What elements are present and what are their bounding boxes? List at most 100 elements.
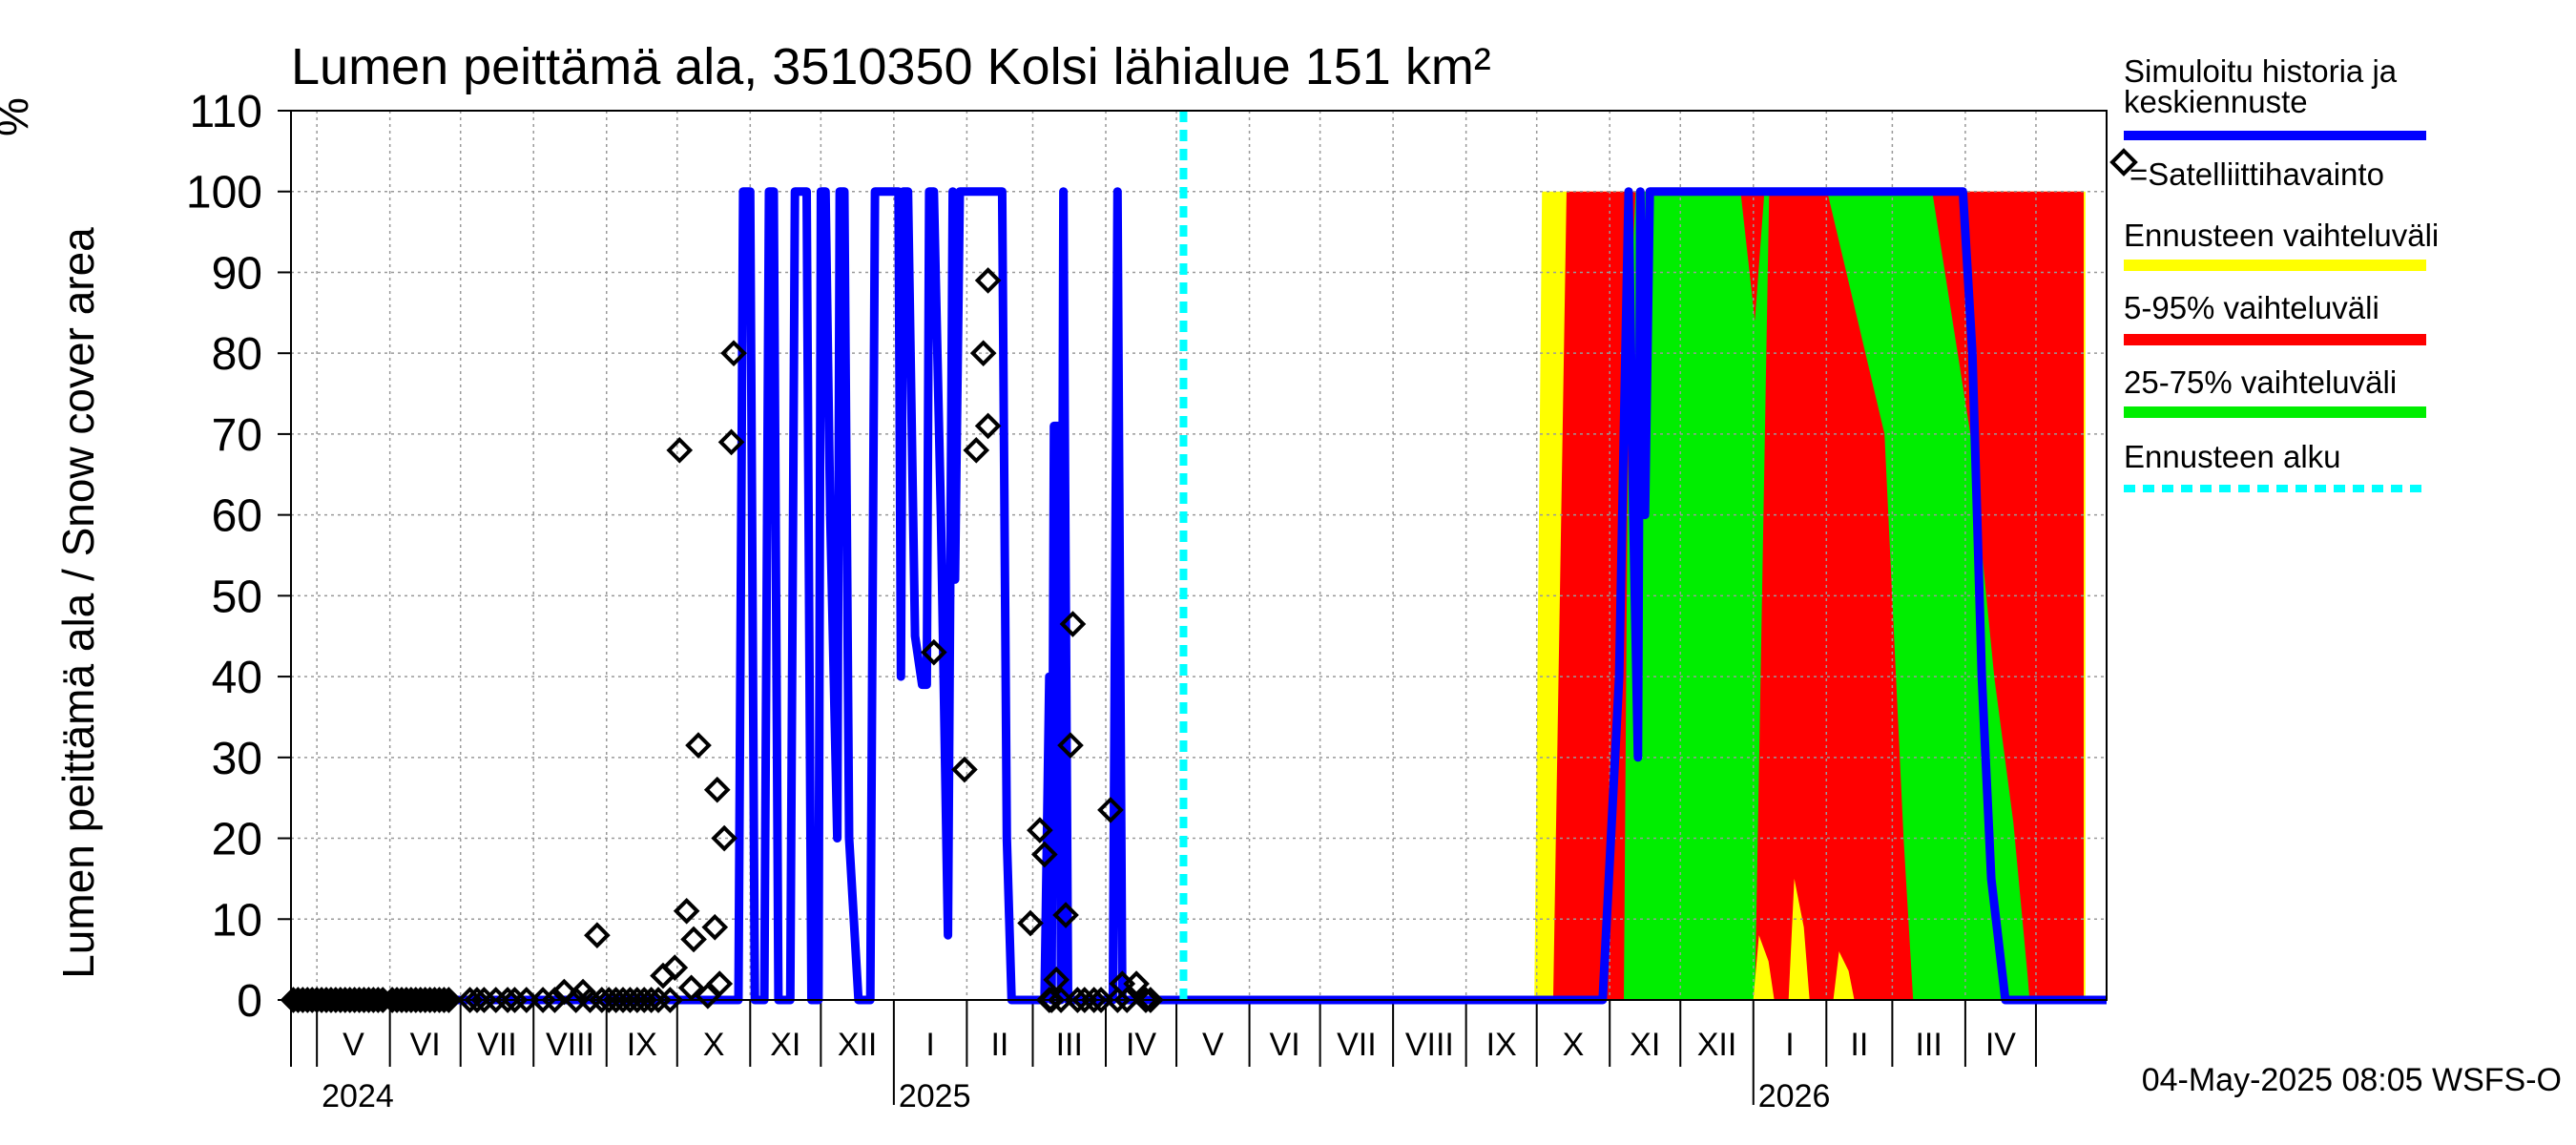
yellow-spike [1788,878,1810,1000]
observation-point [584,922,611,949]
observation-point [541,987,569,1013]
y-unit-label: % [0,97,37,136]
y-tick-label: 90 [212,248,262,299]
month-label: IX [1486,1027,1517,1063]
y-tick-label: 10 [212,895,262,946]
month-labels: V VI VII VIII IX X XI XII I II III IV V VI VII VIII IX X X… [343,1027,2016,1063]
observation-point [703,776,731,803]
observation-point [963,437,990,464]
y-tick-label: 30 [212,734,262,784]
legend-label: keskiennuste [2124,84,2308,119]
month-label: II [1850,1027,1868,1063]
observation-point [1043,966,1070,993]
month-label: V [343,1027,364,1063]
month-label: VII [1337,1027,1377,1063]
observation-point [1017,909,1044,937]
observation-point [1097,797,1124,823]
observation-point [435,987,463,1013]
month-label: VII [477,1027,517,1063]
observation-point [969,340,997,367]
observation-point [661,954,689,981]
y-axis-label: Lumen peittämä ala / Snow cover area [53,227,103,979]
month-label: IX [627,1027,657,1063]
y-axis-ticks: 0 10 20 30 40 50 60 70 80 90 100 110 [186,87,291,1027]
month-label: X [1563,1027,1585,1063]
month-separators [290,1000,2037,1105]
y-tick-label: 0 [237,976,262,1027]
y-tick-label: 60 [212,491,262,542]
observation-point [464,987,490,1013]
month-label: X [703,1027,725,1063]
observation-point [706,970,734,997]
year-label: 2026 [1758,1078,1831,1114]
observation-point [717,428,745,456]
year-label: 2024 [322,1078,394,1114]
observation-point [1123,970,1150,997]
observation-point [494,987,521,1013]
observation-point [426,987,453,1013]
month-label: VIII [546,1027,594,1063]
observation-point [1057,732,1084,759]
y-tick-label: 100 [186,168,262,219]
observation-point [1052,902,1079,928]
month-label: IV [1126,1027,1156,1063]
month-label: I [925,1027,934,1063]
yellow-spike [1833,951,1855,1000]
timestamp-footer: 04-May-2025 08:05 WSFS-O [2142,1062,2562,1098]
forecast-bands [1534,191,2086,1000]
year-label: 2025 [899,1078,971,1114]
month-label: I [1785,1027,1794,1063]
observation-point [974,412,1002,440]
observation-point [673,897,700,925]
month-label: IV [1985,1027,2016,1063]
legend-label: Simuloitu historia ja [2124,53,2398,89]
month-label: VIII [1405,1027,1454,1063]
month-label: VI [410,1027,441,1063]
observation-point [951,756,978,783]
y-tick-label: 110 [189,87,262,137]
observation-point [666,437,694,464]
legend-label: 5-95% vaihteluväli [2124,290,2379,325]
observation-point [1031,841,1058,868]
month-label: V [1202,1027,1224,1063]
observation-point [430,987,458,1013]
month-label: II [990,1027,1008,1063]
month-label: III [1056,1027,1083,1063]
observations-group [280,267,1164,1013]
observation-point [1038,987,1066,1013]
month-label: XI [1630,1027,1660,1063]
month-label: XI [770,1027,800,1063]
month-label: III [1915,1027,1942,1063]
observation-point [1113,987,1141,1013]
y-tick-label: 20 [212,815,262,865]
y-tick-label: 80 [212,329,262,380]
year-labels: 2024 2025 2026 [322,1078,1830,1114]
yellow-spike [1753,935,1775,1000]
observation-point [695,982,721,1010]
plot-frame [290,110,2108,1001]
legend-label: =Satelliittihavainto [2129,156,2384,192]
observation-point [711,824,737,852]
observation-point [1104,987,1132,1013]
observation-point [974,267,1002,294]
history-line [291,187,2107,1005]
y-tick-label: 50 [212,572,262,622]
month-label: XII [1697,1027,1737,1063]
observation-point [1132,987,1159,1013]
observation-point [551,978,578,1006]
observation-point [701,913,729,941]
chart-title: Lumen peittämä ala, 3510350 Kolsi lähial… [291,38,1491,95]
observation-point [656,987,684,1013]
observation-point [680,926,707,953]
observation-point [1059,611,1087,637]
observation-point [720,340,747,367]
observation-point [920,638,947,666]
observation-point [1027,817,1053,843]
legend-label: Ennusteen alku [2124,439,2341,474]
observation-point [685,732,712,759]
legend-label: Ennusteen vaihteluväli [2124,218,2439,253]
month-label: XII [838,1027,878,1063]
observation-point [637,987,665,1013]
